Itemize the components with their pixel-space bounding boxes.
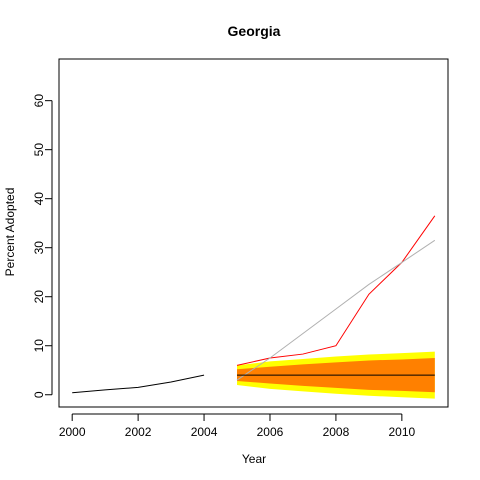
- plot-frame: [58, 58, 449, 408]
- series-line-3: [236, 239, 436, 381]
- x-tick-label-2004: 2004: [191, 425, 218, 439]
- y-tick-label-20: 20: [32, 290, 46, 304]
- series-layer: [72, 215, 436, 394]
- series-line-1: [72, 374, 205, 394]
- x-tick-label-2008: 2008: [323, 425, 350, 439]
- y-tick-label-40: 40: [32, 192, 46, 206]
- x-tick-label-2000: 2000: [59, 425, 86, 439]
- y-axis-label: Percent Adopted: [3, 188, 17, 277]
- x-tick-label-2002: 2002: [125, 425, 152, 439]
- y-tick-label-60: 60: [32, 94, 46, 108]
- y-tick-label-0: 0: [32, 391, 46, 398]
- chart-title: Georgia: [228, 23, 281, 39]
- y-tick-label-10: 10: [32, 339, 46, 353]
- axes-layer: 2000 2002 2004 2006 2008 2010 0 10 20 30 40 50 60: [32, 94, 416, 439]
- x-tick-label-2006: 2006: [257, 425, 284, 439]
- x-tick-label-2010: 2010: [388, 425, 415, 439]
- y-tick-label-50: 50: [32, 143, 46, 157]
- x-axis-label: Year: [242, 452, 266, 466]
- y-tick-label-30: 30: [32, 241, 46, 255]
